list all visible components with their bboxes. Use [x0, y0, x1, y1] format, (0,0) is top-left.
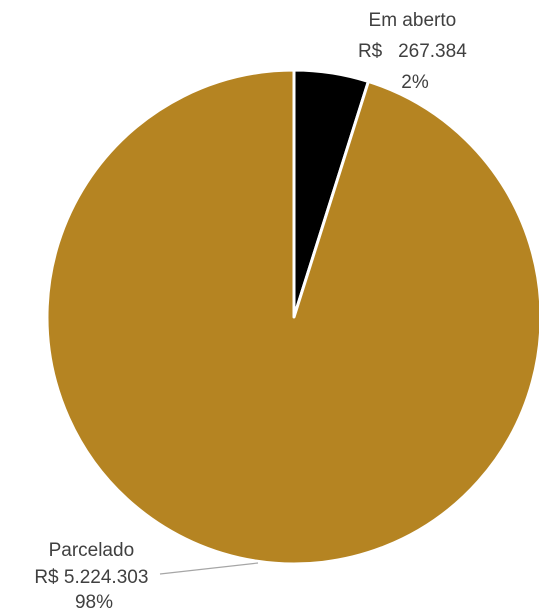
leader-line-parcelado	[159, 562, 259, 575]
data-label-parcelado: Parcelado R$ 5.224.303 98%	[34, 540, 153, 608]
data-label-parcelado-value: R$ 5.224.303	[34, 567, 148, 588]
pie-slice-parcelado	[45, 68, 539, 566]
data-label-em-aberto: Em aberto R$ 267.384 2%	[358, 10, 472, 93]
data-label-em-aberto-value: R$ 267.384	[358, 41, 467, 62]
pie-slices	[45, 68, 539, 566]
data-label-parcelado-percent: 98%	[75, 592, 113, 608]
data-label-parcelado-category: Parcelado	[49, 540, 135, 561]
leader-lines	[159, 562, 259, 575]
data-label-em-aberto-percent: 2%	[401, 72, 429, 93]
data-label-em-aberto-category: Em aberto	[369, 10, 457, 31]
